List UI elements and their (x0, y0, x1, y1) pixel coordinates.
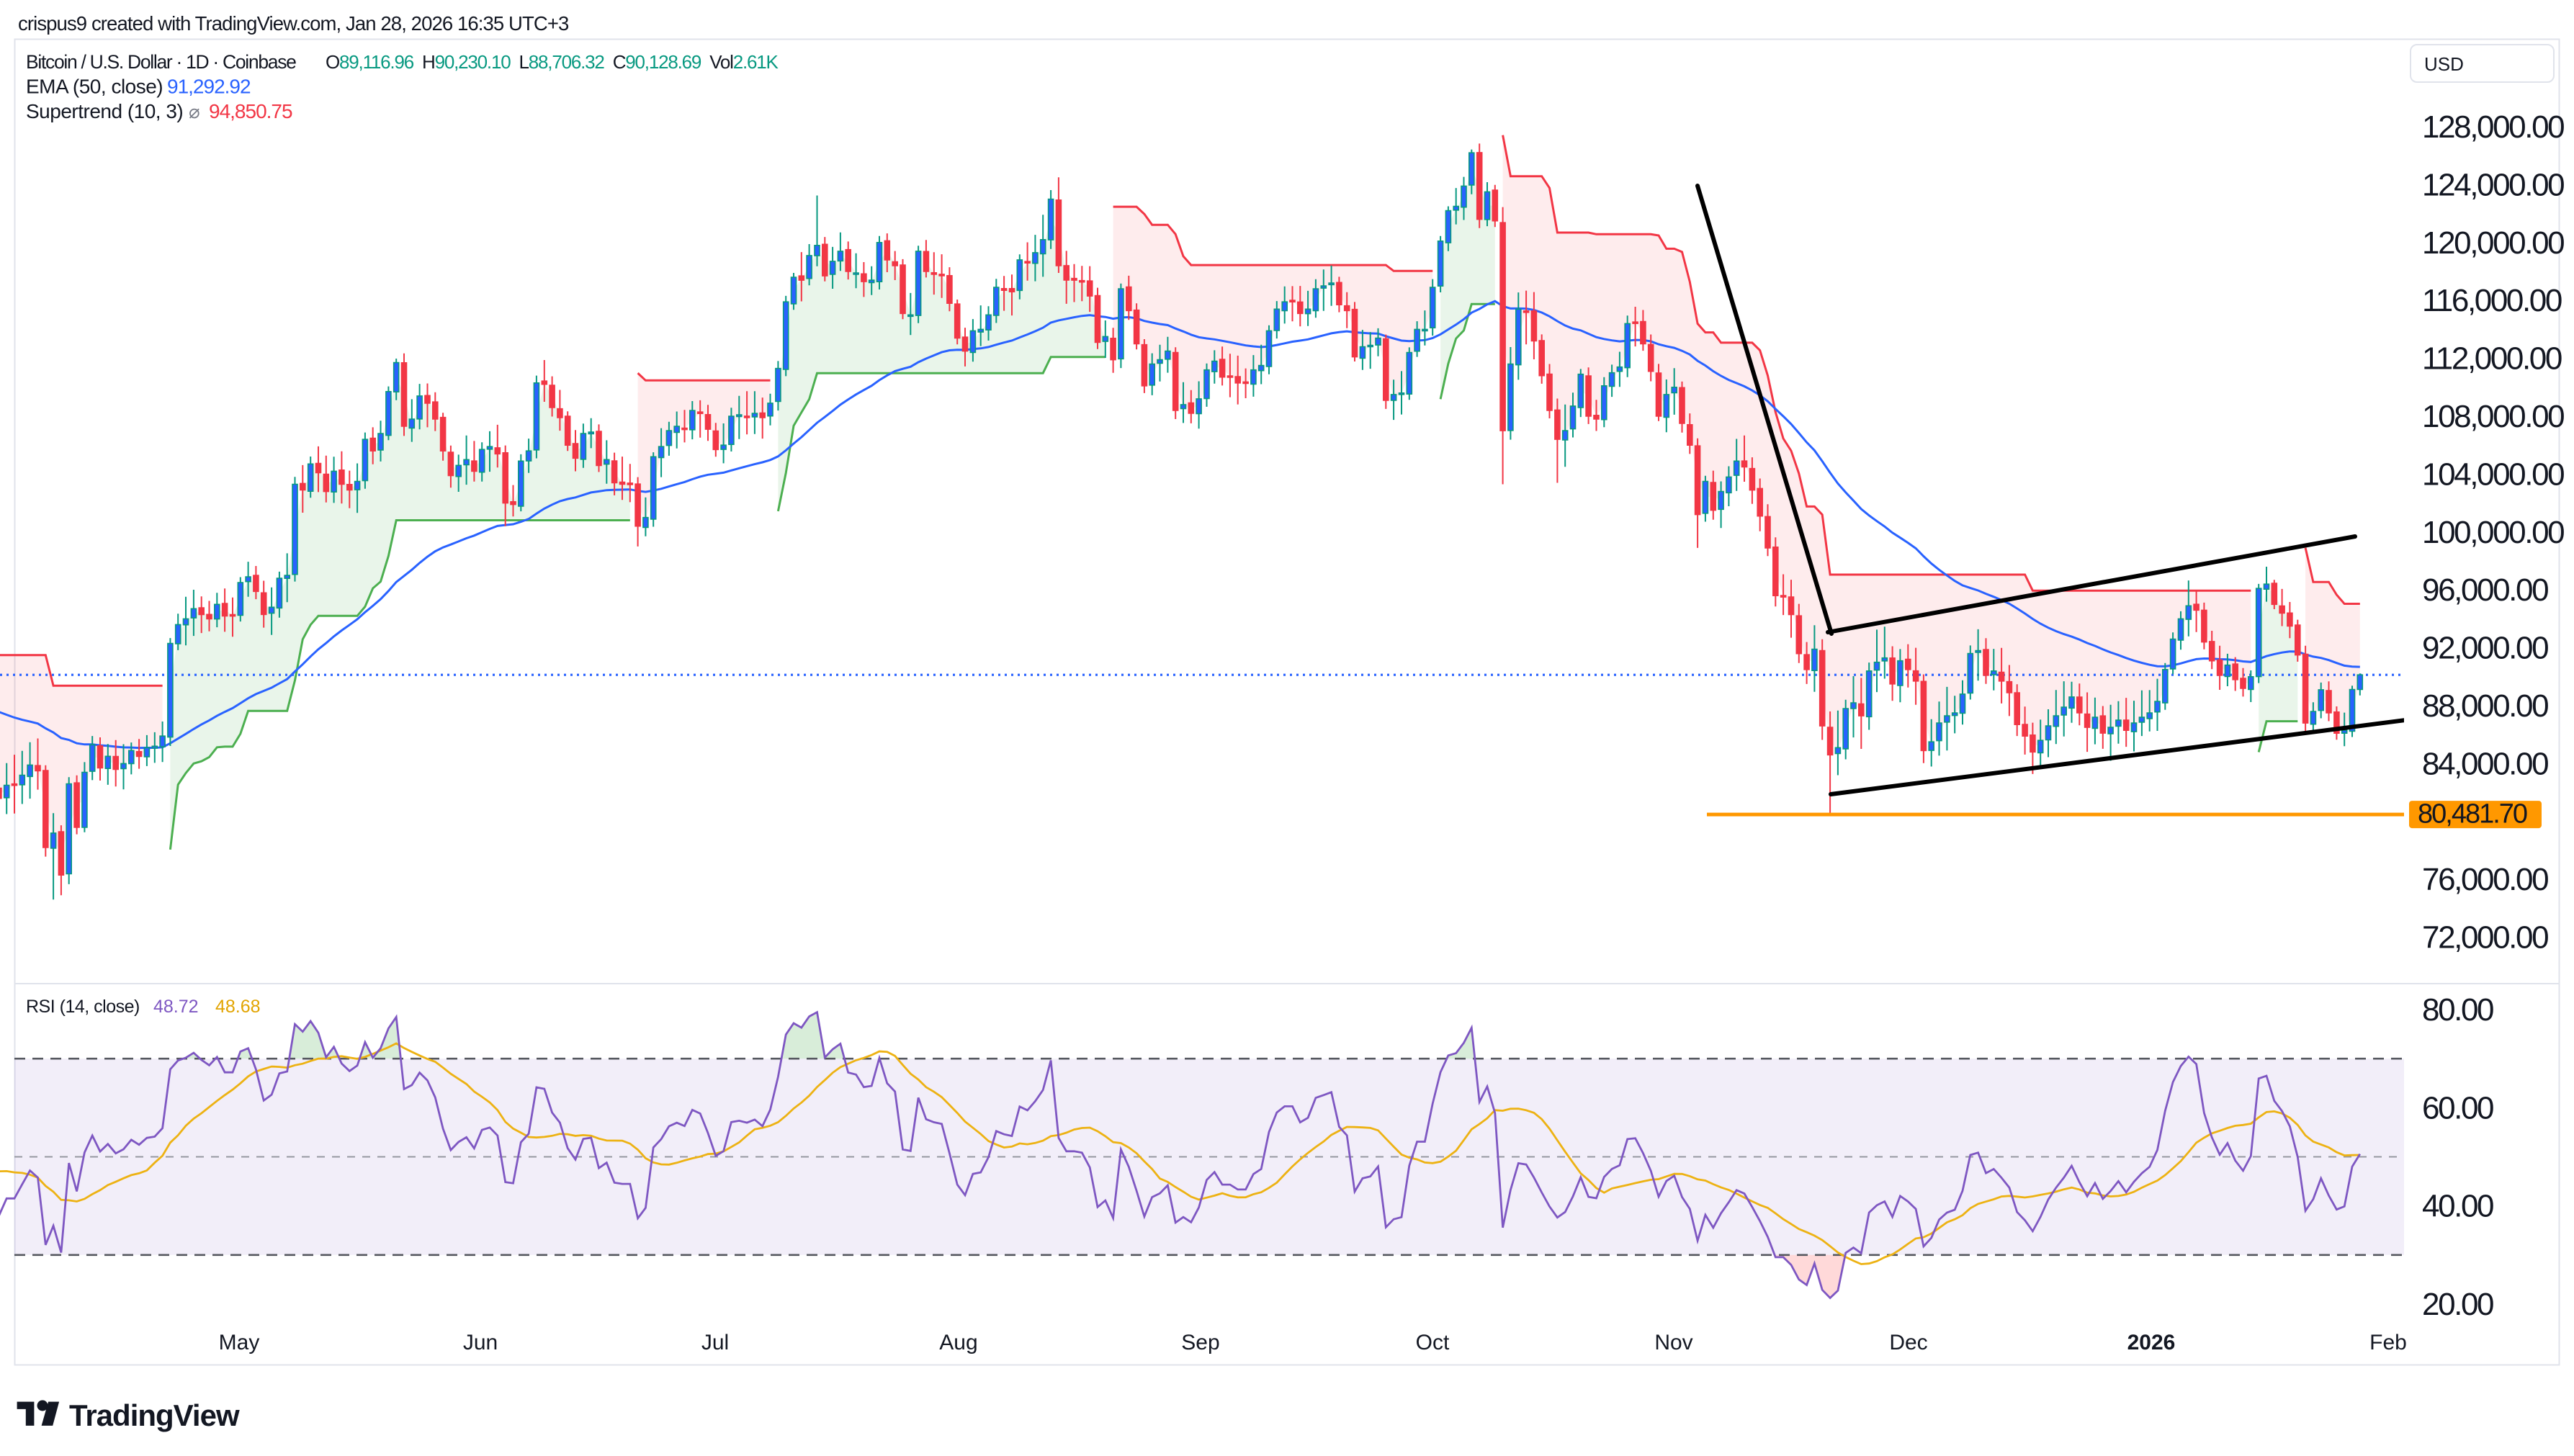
svg-text:91,292.92: 91,292.92 (167, 76, 251, 98)
svg-text:92,000.00: 92,000.00 (2422, 631, 2548, 666)
svg-text:USD: USD (2424, 53, 2464, 75)
svg-text:Jun: Jun (463, 1331, 498, 1354)
svg-text:84,000.00: 84,000.00 (2422, 746, 2548, 781)
svg-text:May: May (219, 1331, 260, 1354)
svg-text:2026: 2026 (2127, 1331, 2176, 1354)
svg-text:128,000.00: 128,000.00 (2422, 109, 2564, 145)
svg-text:EMA (50, close): EMA (50, close) (26, 76, 163, 98)
svg-text:112,000.00: 112,000.00 (2422, 341, 2562, 377)
svg-text:Aug: Aug (939, 1331, 977, 1354)
svg-text:Dec: Dec (1889, 1331, 1927, 1354)
svg-text:20.00: 20.00 (2422, 1287, 2493, 1322)
svg-text:100,000.00: 100,000.00 (2422, 515, 2564, 550)
svg-text:48.68: 48.68 (215, 997, 261, 1017)
svg-text:80.00: 80.00 (2422, 992, 2493, 1028)
svg-text:Jul: Jul (701, 1331, 729, 1354)
svg-text:76,000.00: 76,000.00 (2422, 862, 2548, 897)
svg-text:RSI (14, close): RSI (14, close) (26, 997, 140, 1017)
svg-text:Sep: Sep (1181, 1331, 1219, 1354)
svg-text:48.72: 48.72 (153, 997, 199, 1017)
svg-text:124,000.00: 124,000.00 (2422, 167, 2564, 202)
svg-text:Supertrend (10, 3): Supertrend (10, 3) (26, 100, 183, 122)
svg-text:40.00: 40.00 (2422, 1189, 2493, 1224)
svg-text:TradingView: TradingView (69, 1398, 240, 1432)
svg-text:Bitcoin / U.S. Dollar · 1D · C: Bitcoin / U.S. Dollar · 1D · Coinbase (26, 51, 296, 73)
svg-text:⌀: ⌀ (189, 101, 200, 122)
svg-text:96,000.00: 96,000.00 (2422, 572, 2548, 608)
svg-text:88,000.00: 88,000.00 (2422, 688, 2548, 724)
svg-text:80,481.70: 80,481.70 (2418, 799, 2527, 830)
svg-text:94,850.75: 94,850.75 (209, 100, 292, 122)
svg-text:116,000.00: 116,000.00 (2422, 283, 2562, 318)
svg-text:108,000.00: 108,000.00 (2422, 399, 2564, 434)
svg-text:Feb: Feb (2369, 1331, 2407, 1354)
svg-text:72,000.00: 72,000.00 (2422, 920, 2548, 956)
svg-text:Oct: Oct (1416, 1331, 1450, 1354)
svg-text:120,000.00: 120,000.00 (2422, 225, 2564, 261)
svg-text:O89,116.96 H90,230.10 L88,70: O89,116.96 H90,230.10 L88,706.32 C90,128… (326, 51, 779, 73)
svg-text:60.00: 60.00 (2422, 1090, 2493, 1125)
svg-text:104,000.00: 104,000.00 (2422, 457, 2564, 492)
svg-text:Nov: Nov (1654, 1331, 1692, 1354)
svg-text:crispus9 created with TradingV: crispus9 created with TradingView.com, J… (18, 12, 569, 35)
